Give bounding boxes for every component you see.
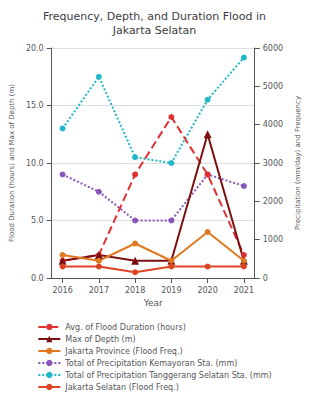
svg-text:Jakarta Selatan: Jakarta Selatan <box>112 24 197 37</box>
svg-text:2021: 2021 <box>234 286 254 295</box>
svg-text:2019: 2019 <box>161 286 181 295</box>
svg-text:Precipitation (mm/day) and Fre: Precipitation (mm/day) and Frequency <box>294 96 302 230</box>
svg-text:Flood Duration (hours) and Max: Flood Duration (hours) and Max of Depth … <box>8 84 16 242</box>
svg-text:5000: 5000 <box>263 82 283 91</box>
svg-text:2000: 2000 <box>263 197 283 206</box>
svg-text:0.0: 0.0 <box>31 274 44 283</box>
svg-text:Jakarta Selatan (Flood Freq.): Jakarta Selatan (Flood Freq.) <box>64 383 178 392</box>
svg-text:3000: 3000 <box>263 159 283 168</box>
svg-text:2020: 2020 <box>197 286 217 295</box>
svg-text:Jakarta Province (Flood Freq.): Jakarta Province (Flood Freq.) <box>64 347 182 356</box>
svg-text:2016: 2016 <box>52 286 72 295</box>
svg-text:6000: 6000 <box>263 44 283 53</box>
svg-text:20.0: 20.0 <box>26 44 44 53</box>
svg-text:Total of Precipitation Kemayor: Total of Precipitation Kemayoran Sta. (m… <box>64 359 237 368</box>
svg-text:10.0: 10.0 <box>26 159 44 168</box>
svg-text:4000: 4000 <box>263 120 283 129</box>
svg-text:Max of Depth (m): Max of Depth (m) <box>65 335 135 344</box>
svg-text:Year: Year <box>143 298 163 308</box>
svg-text:15.0: 15.0 <box>26 101 44 110</box>
svg-text:Frequency, Depth, and Duration: Frequency, Depth, and Duration Flood in <box>43 10 266 23</box>
svg-text:2018: 2018 <box>125 286 145 295</box>
svg-text:2017: 2017 <box>89 286 109 295</box>
svg-text:0: 0 <box>263 274 268 283</box>
svg-text:Total of Precipitation Tangger: Total of Precipitation Tanggerang Selata… <box>64 371 271 380</box>
svg-text:5.0: 5.0 <box>31 216 44 225</box>
svg-text:1000: 1000 <box>263 235 283 244</box>
svg-text:Avg. of Flood Duration (hours): Avg. of Flood Duration (hours) <box>65 323 185 332</box>
